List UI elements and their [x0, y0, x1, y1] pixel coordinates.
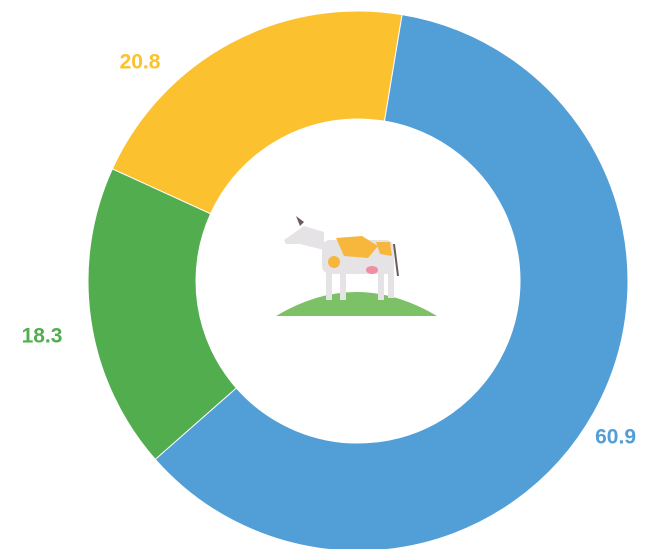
donut-slice — [111, 10, 403, 215]
donut-slice — [87, 168, 238, 461]
donut-slice — [154, 14, 629, 549]
data-label: 18.3 — [22, 325, 63, 348]
cow-icon — [276, 216, 437, 316]
data-label: 20.8 — [120, 51, 161, 74]
data-label: 60.9 — [595, 426, 636, 449]
